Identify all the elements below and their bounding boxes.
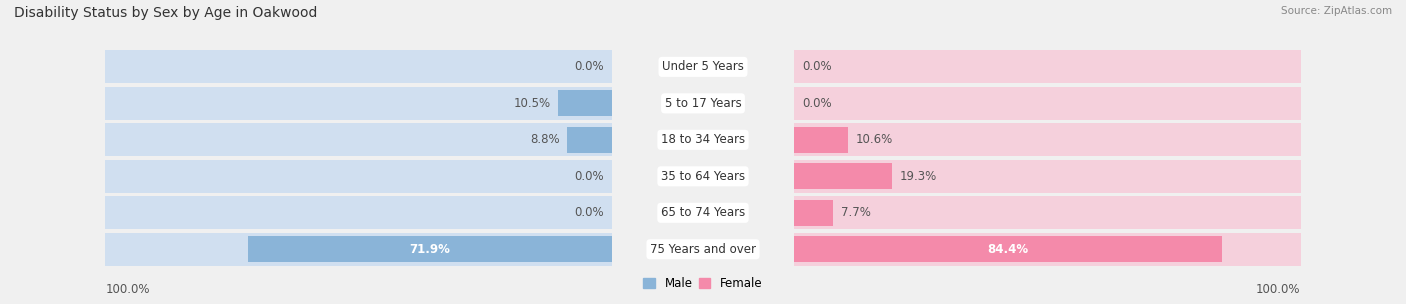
Bar [105,123,612,156]
Bar [105,50,612,83]
Bar [794,233,1301,266]
Text: 35 to 64 Years: 35 to 64 Years [661,170,745,183]
Text: 0.0%: 0.0% [575,170,605,183]
Legend: Male, Female: Male, Female [638,273,768,295]
Text: 7.7%: 7.7% [841,206,870,219]
Text: 0.0%: 0.0% [575,206,605,219]
Text: 8.8%: 8.8% [530,133,560,146]
Text: 5 to 17 Years: 5 to 17 Years [665,97,741,110]
Bar [567,127,612,153]
Bar [105,87,612,120]
Bar [247,236,612,262]
Text: 65 to 74 Years: 65 to 74 Years [661,206,745,219]
Text: 19.3%: 19.3% [900,170,936,183]
Text: Source: ZipAtlas.com: Source: ZipAtlas.com [1281,6,1392,16]
Text: 0.0%: 0.0% [801,97,831,110]
Bar [794,163,891,189]
Bar [794,160,1301,193]
Bar [105,160,612,193]
Bar [794,196,1301,229]
Text: 84.4%: 84.4% [987,243,1029,256]
Text: 0.0%: 0.0% [801,60,831,73]
Bar [794,200,834,226]
Bar [794,87,1301,120]
Text: 18 to 34 Years: 18 to 34 Years [661,133,745,146]
Text: 100.0%: 100.0% [1256,283,1301,296]
Bar [794,123,1301,156]
Text: 75 Years and over: 75 Years and over [650,243,756,256]
Text: 10.6%: 10.6% [856,133,893,146]
Text: 100.0%: 100.0% [105,283,150,296]
Text: 0.0%: 0.0% [575,60,605,73]
Text: Under 5 Years: Under 5 Years [662,60,744,73]
Bar [105,196,612,229]
Text: 10.5%: 10.5% [513,97,551,110]
Bar [794,127,848,153]
Bar [794,50,1301,83]
Bar [105,233,612,266]
Bar [558,90,612,116]
Text: Disability Status by Sex by Age in Oakwood: Disability Status by Sex by Age in Oakwo… [14,6,318,20]
Text: 71.9%: 71.9% [409,243,450,256]
Bar [794,236,1222,262]
